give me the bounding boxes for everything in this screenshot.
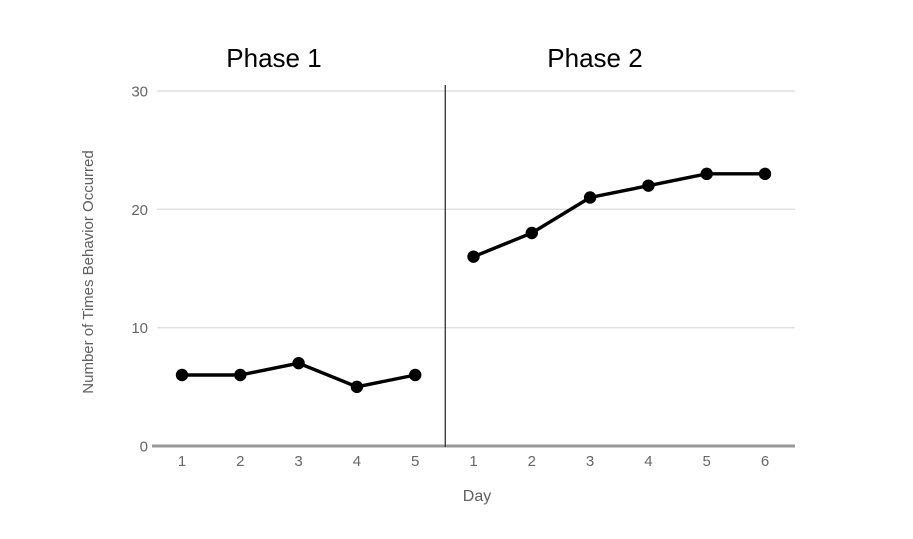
data-point-phase1-day3 <box>292 356 305 370</box>
phase2-series-line <box>472 172 765 259</box>
x-tick-label-phase2-day5: 5 <box>703 453 711 470</box>
data-point-phase2-day2 <box>525 226 538 240</box>
x-tick-label-phase2-day3: 3 <box>586 453 594 470</box>
x-tick-label-phase1-day3: 3 <box>294 453 302 470</box>
data-point-phase2-day6 <box>758 167 772 181</box>
x-tick-label-phase1-day4: 4 <box>353 453 361 470</box>
data-point-phase2-day4 <box>642 179 655 192</box>
y-axis-title: Number of Times Behavior Occurred <box>80 150 97 394</box>
y-tick-label-10: 10 <box>131 320 148 337</box>
data-point-phase1-day5 <box>409 368 422 382</box>
data-point-phase2-day5 <box>700 167 713 181</box>
data-point-phase2-day1 <box>467 250 480 263</box>
data-point-phase2-day3 <box>583 191 597 204</box>
x-tick-label-phase1-day1: 1 <box>178 453 186 470</box>
x-tick-label-phase1-day5: 5 <box>411 453 419 470</box>
phase-2-title: Phase 2 <box>547 43 643 73</box>
x-tick-label-phase2-day2: 2 <box>528 453 536 470</box>
x-tick-label-phase2-day1: 1 <box>469 453 477 470</box>
x-tick-label-phase2-day6: 6 <box>761 453 769 470</box>
data-point-phase1-day2 <box>234 368 247 382</box>
y-tick-label-0: 0 <box>140 439 148 456</box>
phase-1-title: Phase 1 <box>226 43 322 73</box>
x-axis-title: Day <box>462 488 492 505</box>
x-tick-label-phase1-day2: 2 <box>236 453 244 470</box>
x-tick-label-phase2-day4: 4 <box>644 453 652 470</box>
data-point-phase1-day4 <box>350 380 364 394</box>
y-tick-label-30: 30 <box>131 84 148 101</box>
y-tick-label-20: 20 <box>131 202 148 219</box>
data-point-phase1-day1 <box>175 368 189 382</box>
